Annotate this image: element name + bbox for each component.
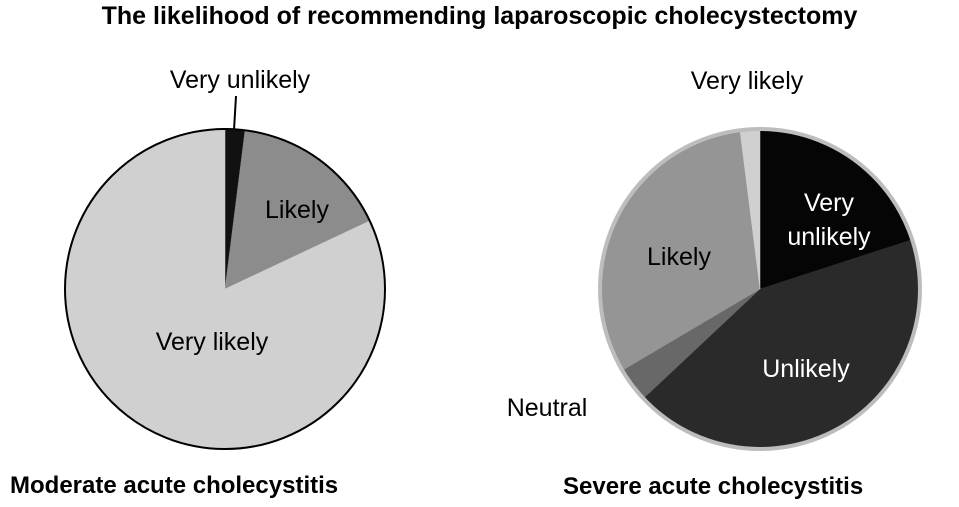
pie-outline [598, 127, 922, 451]
slice-label-likely: Likely [647, 243, 711, 271]
chart-title-severe: Severe acute cholecystitis [563, 473, 864, 500]
pie-chart-1: Very unlikely Unlikely Neutral Likely Very li… [507, 67, 922, 451]
slice-label-very-likely: Very likely [691, 67, 804, 95]
slice-label-unlikely: Unlikely [762, 355, 850, 383]
figure-title: The likelihood of recommending laparosco… [101, 2, 858, 30]
slice-label-likely: Likely [265, 196, 329, 224]
slice-label-very-likely: Very likely [156, 328, 269, 356]
chart-title-moderate: Moderate acute cholecystitis [10, 472, 339, 499]
leader-line [233, 95, 237, 131]
slice-label-very-unlikely: Very unlikely [170, 66, 311, 94]
slice-label-neutral: Neutral [507, 394, 588, 422]
slice-label-very-unlikely: Very unlikely [787, 189, 871, 251]
pie-outline [64, 128, 386, 450]
pie-chart-0: Very unlikely Likely Very likely [64, 66, 386, 450]
